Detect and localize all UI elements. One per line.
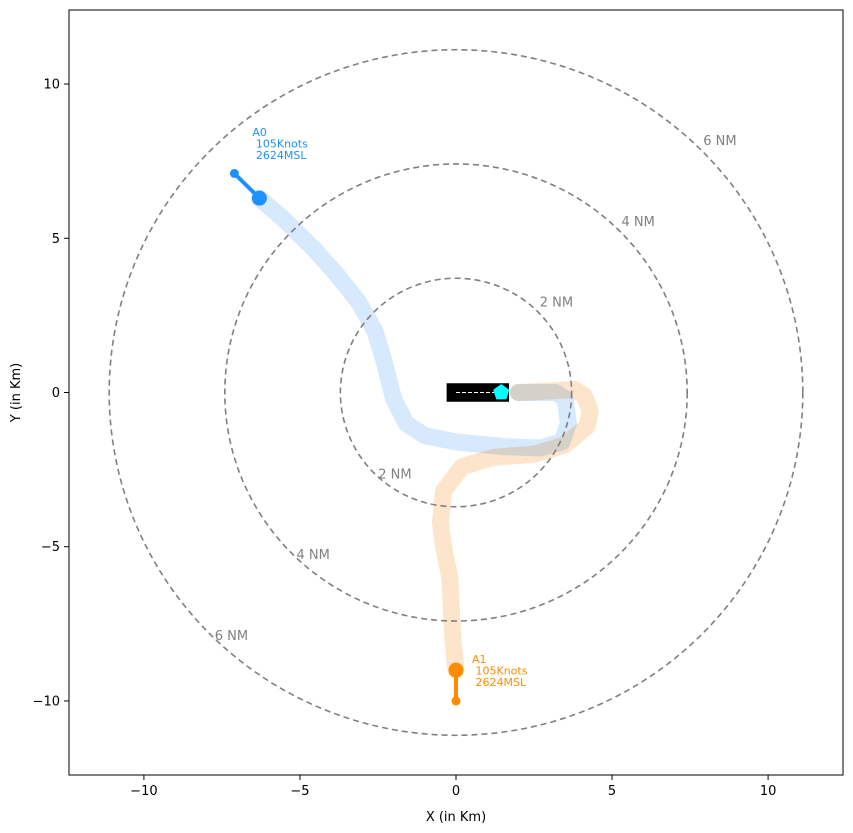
aircraft-label-a0-line-3: 2624MSL — [252, 149, 307, 162]
aircraft-label-a0-line-1: A0 — [252, 126, 267, 139]
ring-label-2-ne: 4 NM — [621, 215, 654, 230]
y-tick-label: 0 — [52, 386, 60, 401]
range-ring-1 — [339, 277, 573, 508]
ring-label-3-sw: 6 NM — [215, 629, 248, 644]
aircraft-position-a1 — [448, 662, 464, 678]
y-axis-label: Y (in Km) — [9, 363, 24, 423]
ring-label-1-sw: 2 NM — [378, 467, 411, 482]
y-tick-label: −5 — [41, 540, 60, 555]
x-tick-label: 0 — [452, 784, 460, 799]
aircraft-label-a0-line-2: 105Knots — [252, 138, 308, 151]
aircraft-label-a1-line-1: A1 — [472, 653, 487, 666]
y-tick-label: −10 — [33, 694, 60, 709]
x-tick-label: −5 — [290, 784, 309, 799]
ring-label-2-sw: 4 NM — [297, 548, 330, 563]
airport-marker — [493, 384, 510, 400]
aircraft-position-a0 — [251, 190, 267, 206]
tail-point-a1 — [451, 696, 461, 706]
tail-point-a0 — [229, 168, 239, 178]
y-tick-label: 10 — [43, 78, 60, 93]
trajectory-a0 — [250, 189, 577, 457]
range-ring-2 — [223, 163, 689, 622]
trajectory-a1 — [431, 380, 599, 679]
plot-clip-group: 2 NM 2 NM 4 NM 4 NM 6 NM 6 NM A0 105Knots 2624… — [108, 48, 804, 737]
aircraft-label-a1-line-2: 105Knots — [472, 665, 528, 678]
ring-label-3-ne: 6 NM — [703, 134, 736, 149]
x-axis-label: X (in Km) — [426, 810, 486, 825]
x-tick-label: −10 — [130, 784, 157, 799]
ring-label-1-ne: 2 NM — [540, 296, 573, 311]
plot-area: 2 NM 2 NM 4 NM 4 NM 6 NM 6 NM A0 105Knots 2624… — [9, 9, 844, 825]
aircraft-label-a1-line-3: 2624MSL — [472, 676, 527, 689]
range-ring-3 — [108, 48, 804, 737]
x-tick-label: 5 — [608, 784, 616, 799]
x-tick-label: 10 — [760, 784, 777, 799]
y-tick-label: 5 — [52, 232, 60, 247]
